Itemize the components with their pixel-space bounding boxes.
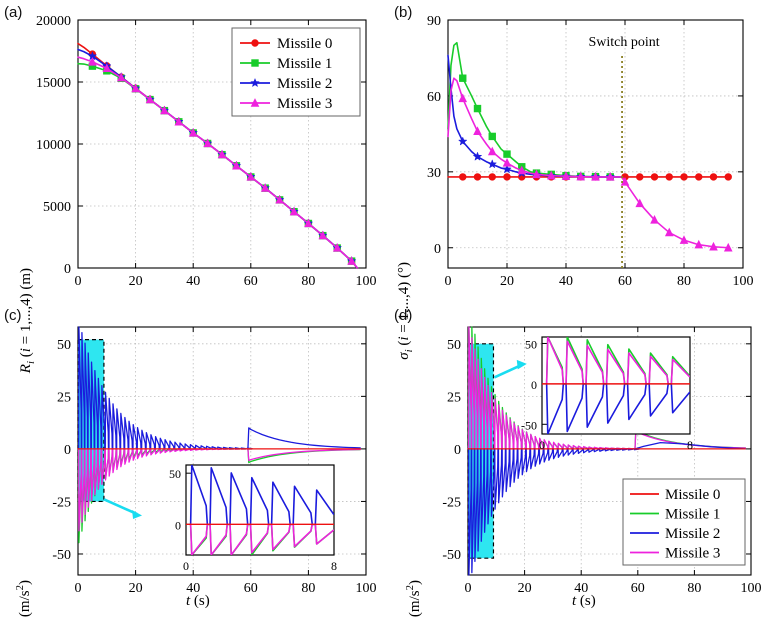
svg-text:0: 0: [183, 559, 189, 573]
svg-text:20: 20: [129, 274, 143, 289]
svg-text:-25: -25: [52, 495, 71, 510]
svg-text:-50: -50: [521, 418, 537, 432]
svg-text:0: 0: [465, 581, 472, 596]
svg-text:80: 80: [301, 274, 315, 289]
svg-text:80: 80: [677, 274, 691, 289]
svg-text:8: 8: [687, 438, 693, 452]
y-axis-label: ay,i (i = 1,...,4) (m/s2): [14, 580, 33, 619]
svg-text:25: 25: [57, 390, 71, 405]
svg-text:0: 0: [454, 443, 461, 458]
svg-text:Missile 0: Missile 0: [277, 36, 332, 52]
panel-c: (c) 0 20 40 60 80 100 -50 -25 0 25 50 0 50 0 8 ay,i (i…: [0, 305, 390, 619]
svg-text:Missile 3: Missile 3: [665, 546, 720, 562]
svg-text:10000: 10000: [36, 138, 71, 153]
svg-text:60: 60: [618, 274, 632, 289]
panel-c-tag: (c): [4, 307, 22, 324]
x-axis-label: t (s): [572, 593, 596, 609]
svg-text:30: 30: [427, 166, 441, 181]
svg-text:80: 80: [301, 581, 315, 596]
svg-text:40: 40: [186, 274, 200, 289]
svg-text:20: 20: [129, 581, 143, 596]
svg-text:0: 0: [75, 274, 82, 289]
markers-3: [458, 93, 733, 252]
y-axis-label: az,i (i = 1,...,4) (m/s2): [404, 580, 423, 619]
panel-b-plot: 0 20 40 60 80 100 0 30 60 90 Switch point: [427, 14, 754, 289]
svg-text:-25: -25: [442, 495, 461, 510]
svg-text:60: 60: [631, 581, 645, 596]
svg-text:80: 80: [687, 581, 701, 596]
svg-text:Missile 2: Missile 2: [277, 76, 332, 92]
series-group: [77, 42, 359, 269]
panel-d: (d) 0 20 40 60 80 100 -50 -25 0 25 50 -50 0 50 0 8 Missi…: [390, 305, 775, 619]
svg-text:Switch point: Switch point: [588, 35, 659, 50]
svg-text:40: 40: [574, 581, 588, 596]
svg-text:40: 40: [186, 581, 200, 596]
svg-text:0: 0: [539, 438, 545, 452]
inset-c: 0 50 0 8: [169, 464, 337, 573]
panel-c-plot: 0 20 40 60 80 100 -50 -25 0 25 50 0 50 0 8: [52, 326, 377, 596]
svg-text:0: 0: [64, 262, 71, 277]
panel-a: (a) 0 20 40 60 80 100 0 5000 10000 15000 20000 Miss…: [0, 0, 390, 373]
svg-text:0: 0: [434, 242, 441, 257]
svg-text:60: 60: [427, 90, 441, 105]
svg-text:100: 100: [733, 274, 754, 289]
svg-text:0: 0: [445, 274, 452, 289]
svg-text:50: 50: [57, 338, 71, 353]
svg-text:50: 50: [447, 338, 461, 353]
panel-d-tag: (d): [394, 307, 413, 324]
callout-arrow: [493, 363, 523, 379]
svg-text:60: 60: [244, 581, 258, 596]
svg-text:8: 8: [331, 559, 337, 573]
svg-text:Missile 1: Missile 1: [665, 507, 720, 523]
series-group: [447, 41, 733, 252]
series-group: [77, 326, 361, 544]
svg-text:100: 100: [741, 581, 762, 596]
svg-text:100: 100: [356, 581, 377, 596]
legend: Missile 0 Missile 1 Missile 2 Missile 3: [231, 27, 361, 117]
svg-text:50: 50: [169, 467, 181, 481]
svg-text:Missile 0: Missile 0: [665, 487, 720, 503]
svg-text:50: 50: [525, 337, 537, 351]
svg-text:-50: -50: [442, 548, 461, 563]
x-axis-label: t (s): [186, 593, 210, 609]
panel-a-plot: 0 20 40 60 80 100 0 5000 10000 15000 20000 Missile …: [36, 14, 377, 289]
svg-text:0: 0: [75, 581, 82, 596]
svg-text:Missile 1: Missile 1: [277, 56, 332, 72]
panel-a-tag: (a): [4, 4, 23, 21]
svg-text:0: 0: [175, 518, 181, 532]
panel-b-tag: (b): [394, 4, 413, 21]
svg-text:Missile 2: Missile 2: [665, 526, 720, 542]
svg-text:0: 0: [64, 443, 71, 458]
panel-b: (b) 0 20 40 60 80 100 0 30 60 90 Switch point σi (…: [390, 0, 775, 360]
svg-text:20000: 20000: [36, 14, 71, 29]
markers-1: [459, 74, 614, 181]
svg-text:15000: 15000: [36, 76, 71, 91]
svg-text:100: 100: [356, 274, 377, 289]
svg-text:0: 0: [531, 378, 537, 392]
callout-arrow: [103, 498, 138, 516]
svg-text:20: 20: [518, 581, 532, 596]
svg-text:5000: 5000: [43, 200, 71, 215]
markers-3: [88, 56, 356, 265]
svg-text:90: 90: [427, 14, 441, 29]
legend: Missile 0 Missile 1 Missile 2 Missile 3: [622, 478, 746, 566]
svg-text:25: 25: [447, 390, 461, 405]
svg-text:Missile 3: Missile 3: [277, 96, 332, 112]
svg-text:20: 20: [500, 274, 514, 289]
svg-text:60: 60: [244, 274, 258, 289]
svg-text:-50: -50: [52, 548, 71, 563]
svg-text:40: 40: [559, 274, 573, 289]
